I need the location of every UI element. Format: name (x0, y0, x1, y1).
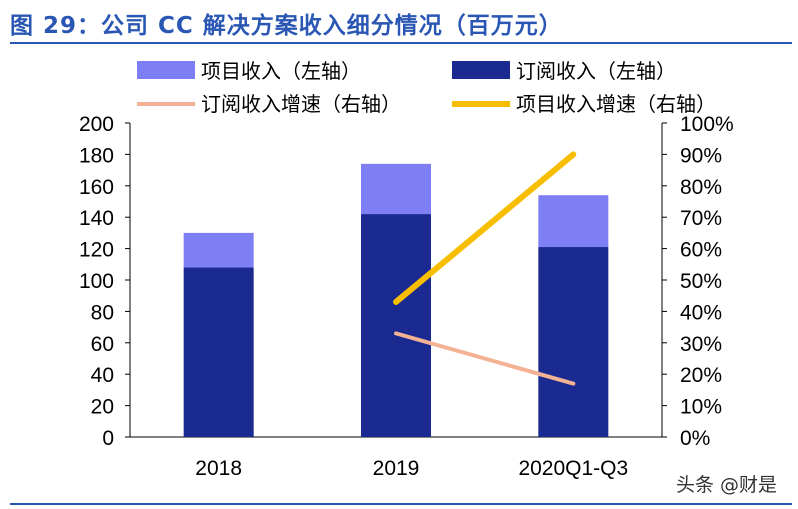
x-tick-label: 2019 (373, 457, 420, 480)
left-tick-label: 80 (91, 301, 114, 324)
right-tick-label: 10% (680, 396, 722, 419)
right-tick-label: 70% (680, 207, 722, 230)
legend-label: 项目收入增速（右轴） (516, 92, 716, 116)
left-tick-label: 0 (102, 427, 114, 450)
line-project-growth (393, 151, 577, 305)
figure-title: 图 29：公司 CC 解决方案收入细分情况（百万元） (10, 13, 563, 39)
watermark: 头条 @财是 (676, 474, 778, 496)
right-tick-label: 50% (680, 270, 722, 293)
left-tick-label: 180 (79, 144, 114, 167)
legend-swatch (452, 61, 510, 79)
right-tick-label: 80% (680, 176, 722, 199)
legend-label: 订阅收入增速（右轴） (201, 92, 401, 116)
x-tick-label: 2018 (195, 457, 242, 480)
legend-label: 项目收入（左轴） (201, 59, 361, 83)
right-tick-label: 90% (680, 144, 722, 167)
left-tick-label: 120 (79, 239, 114, 262)
left-tick-label: 40 (91, 364, 114, 387)
right-tick-label: 100% (680, 113, 734, 136)
bar-project-revenue (538, 195, 609, 248)
left-tick-label: 100 (79, 270, 114, 293)
x-tick-label: 2020Q1-Q3 (518, 457, 628, 480)
right-tick-label: 20% (680, 364, 722, 387)
right-tick-label: 30% (680, 333, 722, 356)
bar-subscription-revenue (538, 247, 609, 437)
left-tick-label: 160 (79, 176, 114, 199)
left-tick-label: 20 (91, 396, 114, 419)
right-tick-label: 0% (680, 427, 710, 450)
title-divider (10, 42, 792, 44)
left-tick-label: 200 (79, 113, 114, 136)
bar-project-revenue (183, 232, 254, 268)
bar-subscription-revenue (183, 267, 254, 437)
legend-swatch (137, 61, 195, 79)
left-tick-label: 140 (79, 207, 114, 230)
legend-label: 订阅收入（左轴） (516, 59, 676, 83)
left-tick-label: 60 (91, 333, 114, 356)
bottom-divider (10, 503, 792, 505)
bar-subscription-revenue (361, 214, 431, 437)
bar-project-revenue (361, 163, 431, 215)
line-subscription-growth (394, 331, 576, 386)
right-tick-label: 60% (680, 239, 722, 262)
right-tick-label: 40% (680, 301, 722, 324)
